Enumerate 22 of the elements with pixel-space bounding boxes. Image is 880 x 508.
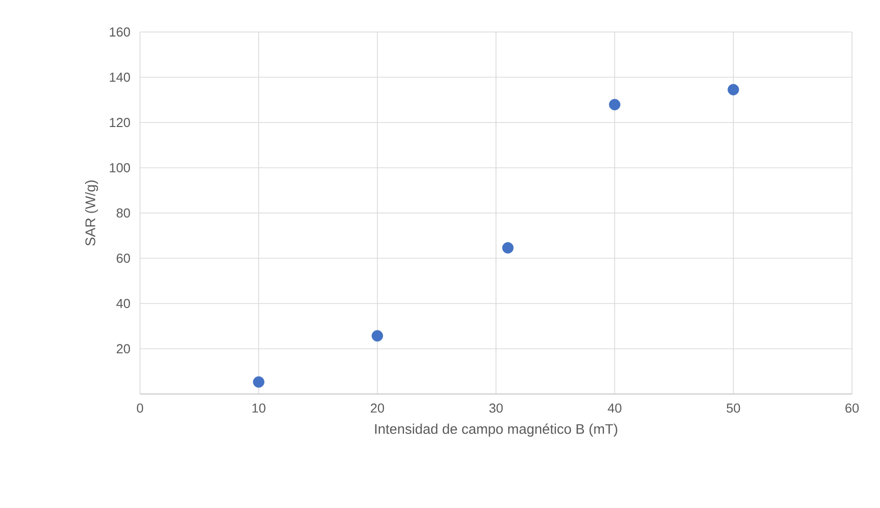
x-tick-label: 50 (726, 404, 740, 413)
y-axis-title: SAR (W/g) (85, 180, 98, 246)
point (502, 242, 514, 254)
x-tick-label: 10 (252, 404, 266, 413)
y-tick-label: 80 (116, 208, 130, 218)
y-tick-label: 140 (110, 72, 130, 82)
x-tick-label: 30 (489, 404, 503, 413)
point (372, 330, 384, 342)
x-tick-label: 60 (845, 404, 859, 413)
y-tick-label: 120 (110, 118, 130, 128)
y-tick-label: 40 (116, 298, 130, 308)
x-tick-label: 40 (608, 404, 622, 413)
x-axis-title: Intensidad de campo magnético B (mT) (375, 424, 618, 437)
x-tick-label: 20 (370, 404, 384, 413)
y-tick-label: 60 (116, 254, 130, 263)
x-tick-label: 0 (136, 404, 144, 413)
y-tick-label: 160 (110, 27, 130, 37)
point (252, 376, 264, 388)
y-tick-label: 20 (116, 344, 130, 354)
point (728, 84, 740, 96)
y-tick-label: 100 (110, 163, 130, 172)
point (608, 98, 620, 110)
